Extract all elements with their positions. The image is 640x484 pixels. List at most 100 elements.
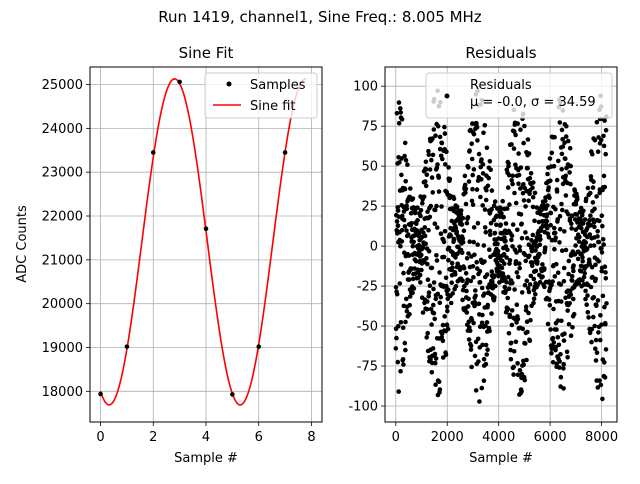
- legend-samples-label: Samples: [250, 78, 306, 93]
- residual-point: [481, 356, 487, 362]
- residual-point: [434, 165, 440, 171]
- residual-point: [484, 272, 490, 277]
- residual-point: [402, 153, 407, 159]
- residual-point: [546, 185, 551, 190]
- residual-point: [585, 310, 591, 315]
- residual-point: [597, 378, 602, 383]
- residual-point: [601, 173, 607, 179]
- residual-point: [462, 182, 468, 188]
- residual-point: [441, 254, 447, 260]
- residual-point: [571, 263, 576, 268]
- y-tick-label: 24000: [42, 122, 83, 137]
- residual-point: [527, 191, 532, 197]
- residual-point: [527, 338, 533, 344]
- residual-point: [516, 151, 521, 156]
- residual-point: [563, 134, 569, 139]
- residual-point: [398, 243, 403, 249]
- residual-point: [516, 181, 521, 186]
- residual-point: [563, 156, 568, 161]
- residual-point: [525, 286, 531, 291]
- residual-point: [404, 228, 409, 233]
- residual-point: [569, 221, 574, 227]
- residual-point: [447, 176, 453, 182]
- residual-point: [580, 259, 585, 264]
- residual-point: [502, 284, 508, 290]
- residual-point: [418, 213, 423, 219]
- residual-point: [583, 196, 589, 201]
- residual-point: [480, 203, 486, 208]
- residual-point: [566, 322, 572, 327]
- sine-fit-legend: Samples Sine fit: [204, 72, 318, 119]
- residual-point: [468, 343, 474, 349]
- residual-point: [396, 389, 402, 394]
- residual-point: [562, 229, 567, 234]
- residual-point: [422, 225, 428, 230]
- residual-point: [514, 250, 519, 255]
- residual-point: [397, 160, 402, 165]
- residual-point: [581, 208, 586, 214]
- residual-point: [524, 357, 529, 363]
- residual-point: [568, 181, 573, 187]
- residual-point: [530, 232, 536, 238]
- residual-point: [467, 328, 473, 334]
- residual-point: [474, 259, 480, 265]
- residual-point: [564, 349, 570, 355]
- residual-point: [598, 137, 604, 143]
- residual-point: [521, 362, 526, 368]
- residual-point: [561, 386, 566, 391]
- residual-point: [596, 239, 602, 245]
- residual-point: [492, 295, 497, 300]
- residual-point: [526, 310, 531, 316]
- residual-point: [438, 294, 444, 300]
- residual-point: [394, 111, 400, 116]
- residual-point: [551, 163, 557, 169]
- residual-point: [588, 190, 593, 196]
- residual-point: [448, 233, 454, 238]
- residual-point: [439, 140, 445, 146]
- residual-point: [509, 322, 515, 328]
- residual-point: [398, 106, 403, 111]
- residual-point: [506, 172, 512, 178]
- x-tick-label: 6: [255, 430, 263, 445]
- residual-point: [591, 295, 597, 300]
- residual-point: [559, 201, 564, 207]
- residual-point: [519, 290, 525, 295]
- residual-point: [561, 366, 566, 371]
- residual-point: [408, 266, 414, 271]
- residual-point: [573, 243, 578, 248]
- residual-point: [591, 243, 597, 248]
- residual-point: [521, 198, 527, 203]
- residual-point: [585, 293, 590, 298]
- residual-point: [484, 145, 490, 151]
- residual-point: [561, 278, 567, 284]
- residual-point: [507, 258, 513, 263]
- residual-point: [425, 261, 430, 267]
- residual-point: [557, 240, 562, 245]
- residual-point: [556, 342, 562, 348]
- residual-point: [487, 159, 493, 164]
- residual-point: [410, 243, 416, 249]
- residual-point: [526, 289, 532, 295]
- residual-point: [603, 270, 608, 275]
- residual-point: [533, 292, 538, 297]
- residual-point: [460, 239, 466, 245]
- residual-point: [407, 294, 413, 299]
- residual-point: [429, 265, 435, 271]
- residual-point: [594, 350, 600, 356]
- sample-point: [256, 344, 262, 349]
- residual-point: [423, 159, 429, 165]
- residual-point: [426, 227, 431, 233]
- residual-point: [401, 217, 407, 223]
- residual-point: [475, 336, 481, 342]
- residual-point: [568, 292, 574, 298]
- residual-point: [557, 359, 562, 364]
- residual-point: [399, 228, 405, 233]
- residual-point: [446, 287, 451, 292]
- residual-point: [505, 185, 511, 190]
- residual-point: [512, 287, 517, 292]
- residual-point: [571, 268, 576, 274]
- residuals-legend: Residuals μ = -0.0, σ = 34.59: [425, 72, 613, 119]
- residual-point: [530, 185, 535, 190]
- residual-point: [404, 308, 410, 314]
- residual-point: [492, 230, 498, 236]
